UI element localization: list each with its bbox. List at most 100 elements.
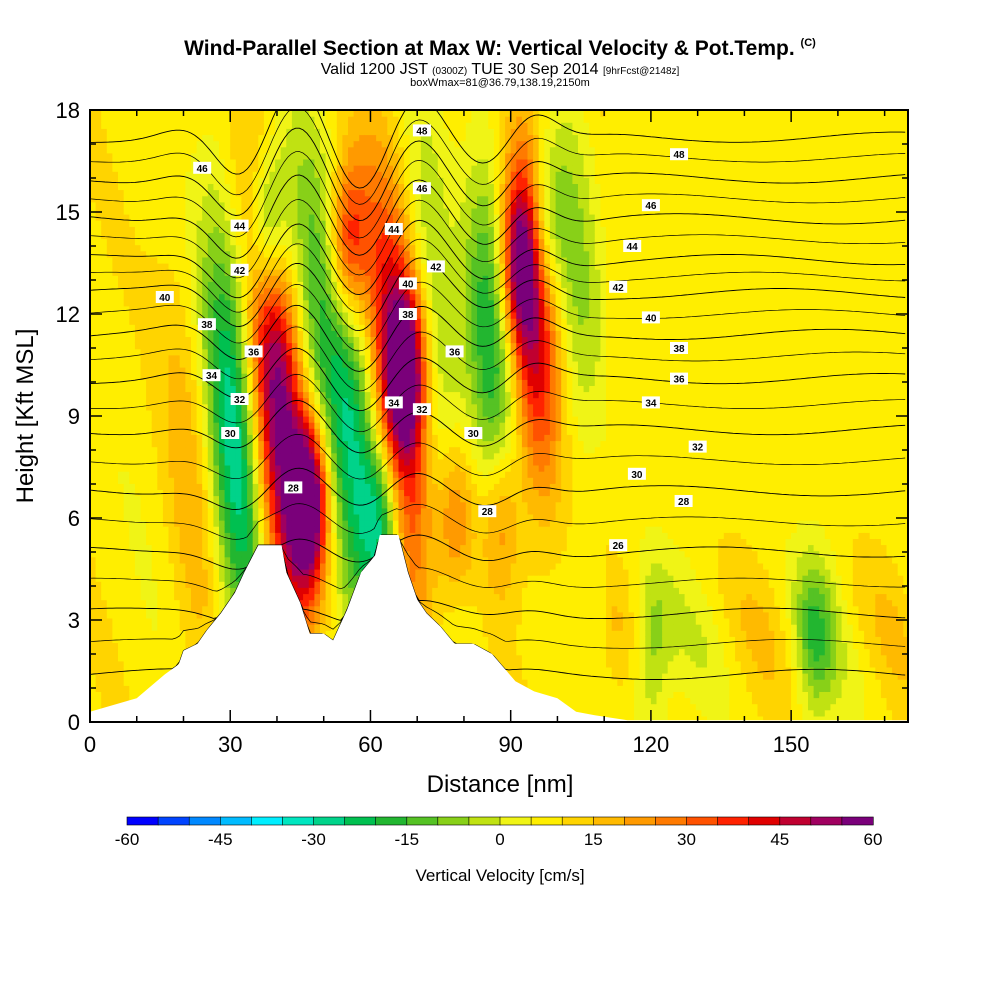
velocity-cell <box>151 513 158 521</box>
velocity-cell <box>286 250 293 258</box>
velocity-cell <box>269 275 276 282</box>
velocity-cell <box>230 501 237 509</box>
velocity-cell <box>162 373 170 380</box>
velocity-cell <box>140 471 147 478</box>
velocity-cell <box>325 373 332 380</box>
velocity-cell <box>207 428 214 435</box>
velocity-cell <box>129 452 136 460</box>
velocity-cell <box>219 520 226 527</box>
velocity-cell <box>353 532 360 539</box>
velocity-cell <box>213 269 220 276</box>
velocity-cell <box>179 538 186 546</box>
velocity-cell <box>191 569 198 576</box>
velocity-cell <box>308 360 315 368</box>
velocity-cell <box>118 654 125 662</box>
velocity-cell <box>353 220 360 227</box>
velocity-cell <box>235 110 242 117</box>
velocity-cell <box>336 416 343 423</box>
velocity-cell <box>297 293 304 301</box>
velocity-cell <box>275 116 282 123</box>
velocity-cell <box>140 214 147 221</box>
velocity-cell <box>123 177 130 184</box>
velocity-cell <box>314 159 321 166</box>
velocity-cell <box>303 244 310 252</box>
velocity-cell <box>185 373 192 380</box>
velocity-cell <box>106 226 113 233</box>
velocity-cell <box>342 416 349 423</box>
velocity-cell <box>275 422 282 429</box>
velocity-cell <box>140 165 147 172</box>
velocity-cell <box>123 654 130 662</box>
velocity-cell <box>331 630 338 637</box>
velocity-cell <box>162 575 170 582</box>
velocity-cell <box>101 660 108 668</box>
velocity-cell <box>224 324 231 331</box>
velocity-cell <box>331 587 338 595</box>
velocity-cell <box>129 599 136 607</box>
velocity-cell <box>112 648 119 656</box>
velocity-cell <box>196 275 203 282</box>
velocity-cell <box>320 201 327 209</box>
velocity-cell <box>207 360 214 368</box>
velocity-cell <box>118 416 125 423</box>
velocity-cell <box>123 618 130 625</box>
velocity-cell <box>151 611 158 619</box>
velocity-cell <box>95 630 102 637</box>
velocity-cell <box>129 128 136 136</box>
velocity-cell <box>118 599 125 607</box>
velocity-cell <box>207 220 214 227</box>
velocity-cell <box>157 238 164 246</box>
velocity-cell <box>151 452 158 460</box>
velocity-cell <box>134 397 142 405</box>
velocity-cell <box>258 452 265 460</box>
velocity-cell <box>168 263 175 270</box>
velocity-cell <box>174 183 181 191</box>
velocity-cell <box>106 501 113 509</box>
velocity-cell <box>348 146 355 154</box>
velocity-cell <box>129 446 136 454</box>
velocity-cell <box>235 238 242 246</box>
velocity-cell <box>258 263 265 270</box>
velocity-cell <box>275 409 282 417</box>
velocity-cell <box>191 263 198 270</box>
velocity-cell <box>174 159 181 166</box>
velocity-cell <box>134 354 142 362</box>
velocity-cell <box>286 348 293 356</box>
velocity-cell <box>151 336 158 344</box>
velocity-cell <box>325 409 332 417</box>
velocity-cell <box>314 379 321 386</box>
velocity-cell <box>90 189 97 197</box>
velocity-cell <box>191 244 198 252</box>
velocity-cell <box>118 630 125 637</box>
velocity-cell <box>291 501 299 509</box>
velocity-cell <box>230 416 237 423</box>
velocity-cell <box>112 226 119 233</box>
velocity-cell <box>174 214 181 221</box>
velocity-cell <box>134 660 142 668</box>
velocity-cell <box>224 483 231 490</box>
velocity-cell <box>269 293 276 301</box>
velocity-cell <box>303 312 310 319</box>
velocity-cell <box>213 434 220 442</box>
velocity-cell <box>196 373 203 380</box>
velocity-cell <box>179 189 186 197</box>
velocity-cell <box>90 624 97 631</box>
velocity-cell <box>106 299 113 307</box>
velocity-cell <box>348 312 355 319</box>
velocity-cell <box>308 348 315 356</box>
velocity-cell <box>325 146 332 154</box>
velocity-cell <box>146 305 153 313</box>
velocity-cell <box>196 379 203 386</box>
velocity-cell <box>106 324 113 331</box>
velocity-cell <box>325 562 332 570</box>
velocity-cell <box>185 299 192 307</box>
velocity-cell <box>213 391 220 399</box>
velocity-cell <box>129 367 136 374</box>
velocity-cell <box>314 293 321 301</box>
velocity-cell <box>353 428 360 435</box>
velocity-cell <box>140 110 147 117</box>
velocity-cell <box>112 305 119 313</box>
velocity-cell <box>174 391 181 399</box>
velocity-cell <box>241 140 248 148</box>
velocity-cell <box>174 287 181 295</box>
